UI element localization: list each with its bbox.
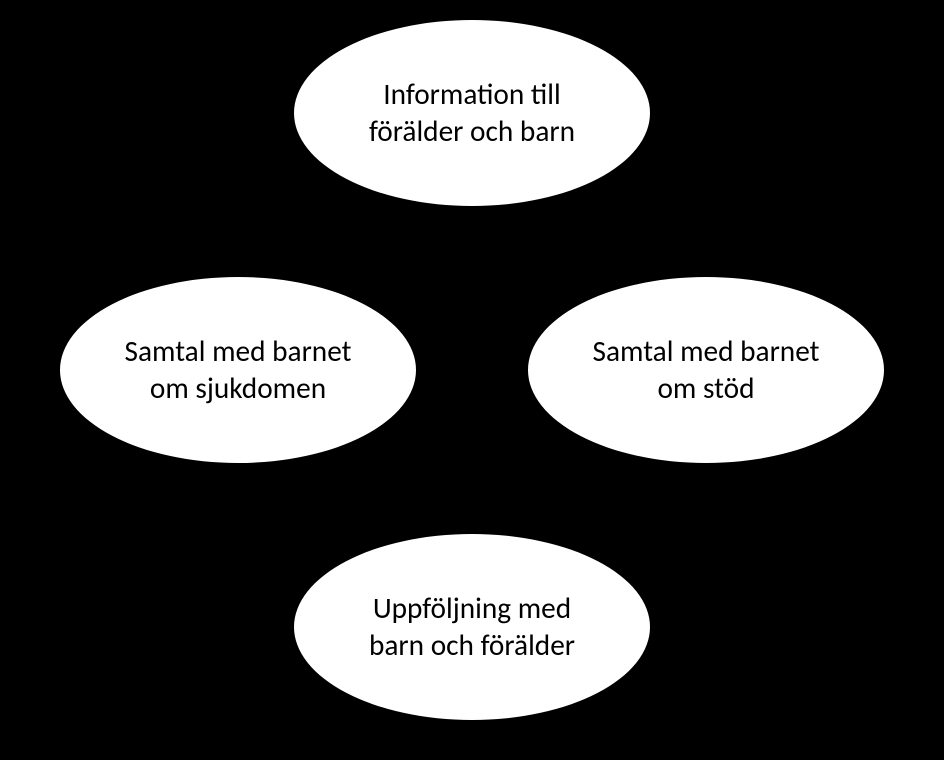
node-uppfolj: Uppföljning med barn och förälder	[292, 532, 652, 722]
node-label: Samtal med barnet om sjukdomen	[113, 333, 364, 406]
node-sjukdom: Samtal med barnet om sjukdomen	[58, 275, 418, 465]
node-info: Information till förälder och barn	[292, 18, 652, 208]
node-stod: Samtal med barnet om stöd	[526, 275, 886, 465]
node-label: Uppföljning med barn och förälder	[357, 590, 587, 663]
diagram-canvas: Information till förälder och barn Samtal…	[0, 0, 944, 760]
node-label: Information till förälder och barn	[357, 76, 587, 149]
node-label: Samtal med barnet om stöd	[581, 333, 832, 406]
